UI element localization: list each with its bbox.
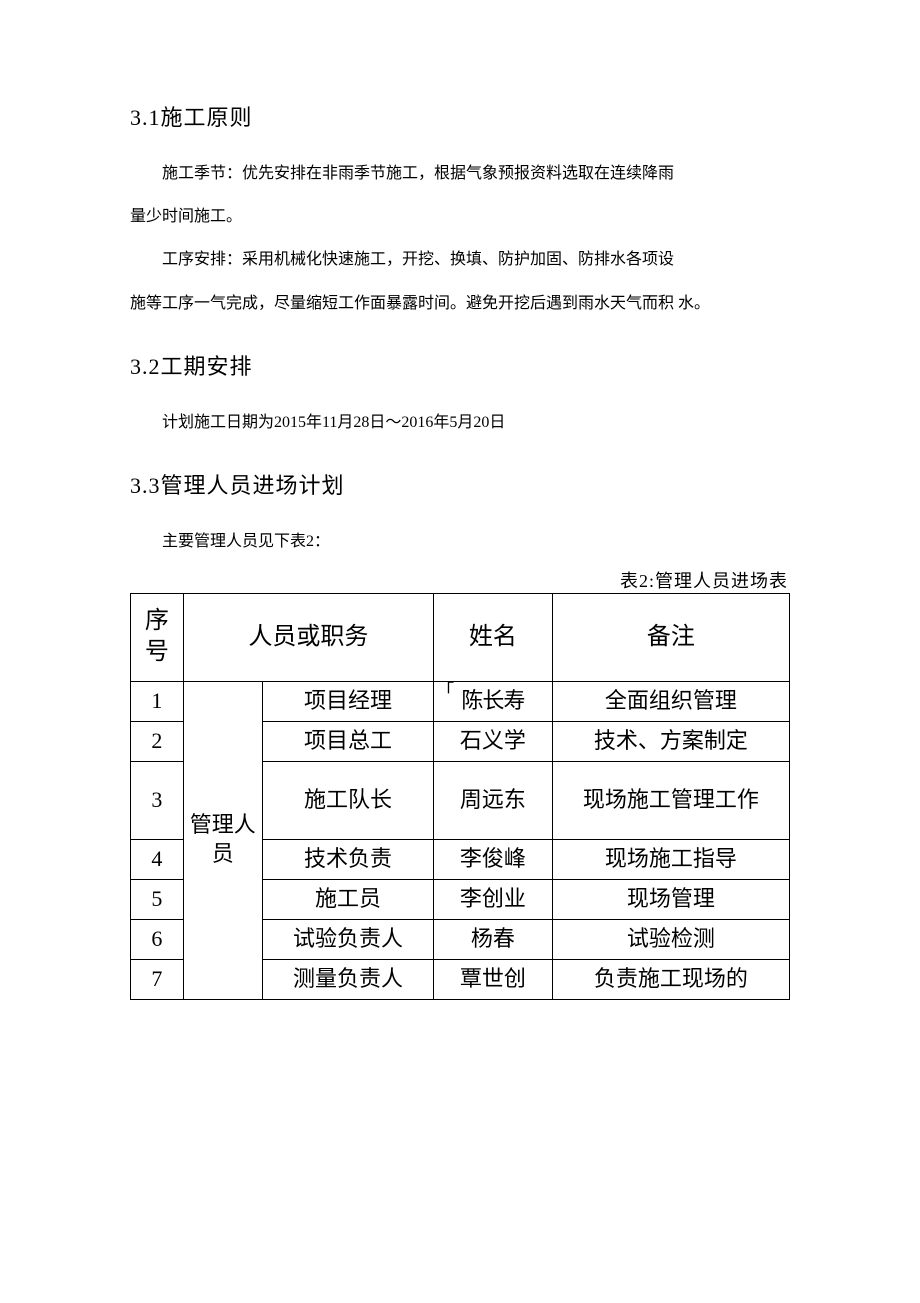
cell-seq: 3: [131, 761, 184, 839]
corner-mark-icon: 「: [436, 680, 453, 703]
cell-name: 李俊峰: [434, 839, 553, 879]
cell-role: 施工队长: [262, 761, 433, 839]
cell-name: 「陈长寿: [434, 681, 553, 721]
cell-note: 现场管理: [552, 879, 789, 919]
th-role: 人员或职务: [183, 594, 433, 681]
table-row: 1 管理人员 项目经理 「陈长寿 全面组织管理: [131, 681, 790, 721]
cell-name: 李创业: [434, 879, 553, 919]
cell-group: 管理人员: [183, 681, 262, 999]
heading-3-1: 3.1施工原则: [130, 100, 790, 132]
personnel-table: 序号 人员或职务 姓名 备注 1 管理人员 项目经理 「陈长寿 全面组织管理 2…: [130, 593, 790, 999]
cell-name: 杨春: [434, 919, 553, 959]
cell-note: 技术、方案制定: [552, 721, 789, 761]
cell-seq: 4: [131, 839, 184, 879]
para-3-1-2b: 施等工序一气完成，尽量缩短工作面暴露时间。避免开挖后遇到雨水天气而积 水。: [130, 286, 790, 321]
cell-note: 负责施工现场的: [552, 959, 789, 999]
cell-name: 覃世创: [434, 959, 553, 999]
cell-note: 现场施工指导: [552, 839, 789, 879]
cell-role: 试验负责人: [262, 919, 433, 959]
table-caption: 表2:管理人员进场表: [130, 567, 790, 593]
cell-role: 项目总工: [262, 721, 433, 761]
cell-role: 技术负责: [262, 839, 433, 879]
cell-seq: 6: [131, 919, 184, 959]
section-3-1: 3.1施工原则 施工季节：优先安排在非雨季节施工，根据气象预报资料选取在连续降雨…: [130, 100, 790, 321]
para-3-1-2a: 工序安排：采用机械化快速施工，开挖、换填、防护加固、防排水各项设: [130, 242, 790, 277]
cell-role: 施工员: [262, 879, 433, 919]
cell-note: 试验检测: [552, 919, 789, 959]
cell-seq: 1: [131, 681, 184, 721]
para-3-2-1: 计划施工日期为2015年11月28日～2016年5月20日: [130, 405, 790, 440]
heading-3-3: 3.3管理人员进场计划: [130, 468, 790, 500]
heading-3-2: 3.2工期安排: [130, 349, 790, 381]
para-3-3-1: 主要管理人员见下表2：: [130, 524, 790, 559]
para-3-1-1a: 施工季节：优先安排在非雨季节施工，根据气象预报资料选取在连续降雨: [130, 156, 790, 191]
section-3-2: 3.2工期安排 计划施工日期为2015年11月28日～2016年5月20日: [130, 349, 790, 440]
cell-name: 石义学: [434, 721, 553, 761]
cell-seq: 2: [131, 721, 184, 761]
cell-seq: 7: [131, 959, 184, 999]
cell-role: 项目经理: [262, 681, 433, 721]
cell-name-text: 陈长寿: [461, 688, 524, 713]
table-header-row: 序号 人员或职务 姓名 备注: [131, 594, 790, 681]
th-seq: 序号: [131, 594, 184, 681]
para-block-3-2: 计划施工日期为2015年11月28日～2016年5月20日: [130, 405, 790, 440]
th-name: 姓名: [434, 594, 553, 681]
cell-note: 全面组织管理: [552, 681, 789, 721]
section-3-3: 3.3管理人员进场计划 主要管理人员见下表2： 表2:管理人员进场表 序号 人员…: [130, 468, 790, 1000]
cell-note: 现场施工管理工作: [552, 761, 789, 839]
cell-name: 周远东: [434, 761, 553, 839]
cell-role: 测量负责人: [262, 959, 433, 999]
para-block-3-1: 施工季节：优先安排在非雨季节施工，根据气象预报资料选取在连续降雨 量少时间施工。…: [130, 156, 790, 321]
cell-seq: 5: [131, 879, 184, 919]
th-note: 备注: [552, 594, 789, 681]
para-3-1-1b: 量少时间施工。: [130, 199, 790, 234]
